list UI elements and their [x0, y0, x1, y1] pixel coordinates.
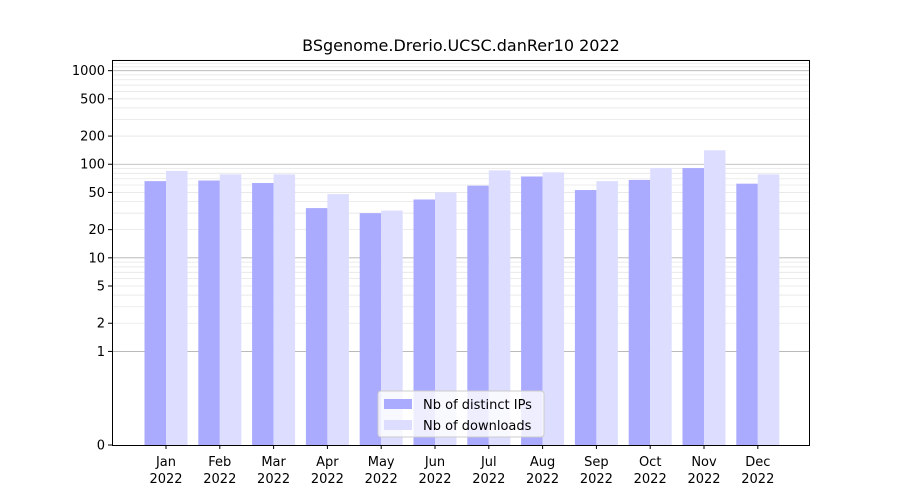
x-tick-label-month: Aug	[530, 455, 555, 470]
y-tick-label: 10	[88, 251, 105, 266]
y-tick-label: 1000	[72, 64, 105, 79]
x-tick-label-month: Nov	[691, 455, 717, 470]
x-tick-label-year: 2022	[634, 472, 667, 487]
x-tick-label-year: 2022	[149, 472, 182, 487]
x-tick-label-month: May	[368, 455, 395, 470]
bar-distinct-ips	[574, 190, 597, 445]
chart-title: BSgenome.Drerio.UCSC.danRer10 2022	[302, 36, 620, 55]
bar-downloads	[219, 174, 242, 445]
legend-swatch	[384, 420, 412, 430]
bar-distinct-ips	[252, 183, 274, 446]
bar-distinct-ips	[413, 199, 435, 445]
legend-label: Nb of downloads	[423, 419, 532, 434]
legend-label: Nb of distinct IPs	[423, 398, 532, 413]
bar-distinct-ips	[305, 208, 328, 445]
bar-downloads	[273, 174, 296, 445]
bar-downloads	[327, 194, 349, 445]
y-tick-label: 500	[80, 92, 105, 107]
x-tick-label-year: 2022	[741, 472, 774, 487]
legend-swatch	[384, 399, 412, 409]
x-tick-label-month: Jan	[155, 455, 176, 470]
x-tick-label-year: 2022	[472, 472, 505, 487]
bar-downloads	[542, 172, 565, 446]
x-tick-label-month: Jul	[480, 455, 497, 470]
bar-distinct-ips	[144, 181, 166, 445]
bar-downloads	[650, 168, 672, 445]
x-tick-label-month: Jun	[424, 455, 445, 470]
x-tick-label-year: 2022	[257, 472, 290, 487]
x-tick-label-month: Oct	[639, 455, 661, 470]
y-tick-label: 100	[80, 158, 105, 173]
y-tick-label: 2	[97, 317, 105, 332]
bar-downloads	[704, 150, 726, 445]
bar-distinct-ips	[628, 179, 651, 445]
x-tick-label-year: 2022	[203, 472, 236, 487]
bar-distinct-ips	[736, 183, 758, 445]
y-axis: 0 1 2 5 10 20 50 100 200 500 1000	[72, 64, 112, 454]
y-tick-label: 200	[80, 130, 105, 145]
bar-downloads	[381, 210, 403, 445]
bar-distinct-ips	[682, 168, 704, 445]
y-tick-label: 1	[97, 345, 105, 360]
x-tick-label-month: Apr	[316, 455, 339, 470]
legend-box	[377, 390, 545, 438]
x-tick-label-month: Dec	[745, 455, 770, 470]
bar-distinct-ips	[359, 213, 382, 445]
bar-distinct-ips	[198, 180, 220, 446]
bar-downloads	[435, 192, 457, 445]
bar-downloads	[757, 174, 780, 445]
bar-distinct-ips	[521, 176, 543, 446]
plot-frame	[112, 60, 810, 446]
y-tick-label: 5	[97, 280, 105, 295]
x-tick-label-year: 2022	[365, 472, 398, 487]
bar-downloads	[488, 170, 511, 445]
x-axis: Jan 2022 Feb 2022 Mar 2022 Apr 2022 May 2022 Jun 20…	[149, 445, 774, 487]
x-tick-label-year: 2022	[418, 472, 451, 487]
x-tick-label-year: 2022	[687, 472, 720, 487]
x-tick-label-year: 2022	[580, 472, 613, 487]
x-tick-label-month: Sep	[584, 455, 609, 470]
bar-downloads	[166, 170, 188, 446]
x-tick-label-year: 2022	[311, 472, 344, 487]
x-tick-label-month: Feb	[208, 455, 231, 470]
y-tick-label: 50	[88, 186, 105, 201]
bars	[144, 150, 780, 446]
y-tick-label: 20	[88, 223, 105, 238]
x-tick-label-month: Mar	[261, 455, 286, 470]
legend: Nb of distinct IPs Nb of downloads	[377, 390, 545, 438]
x-tick-label-year: 2022	[526, 472, 559, 487]
bar-distinct-ips	[467, 185, 489, 446]
y-tick-label: 0	[97, 439, 105, 454]
bar-downloads	[596, 181, 618, 445]
